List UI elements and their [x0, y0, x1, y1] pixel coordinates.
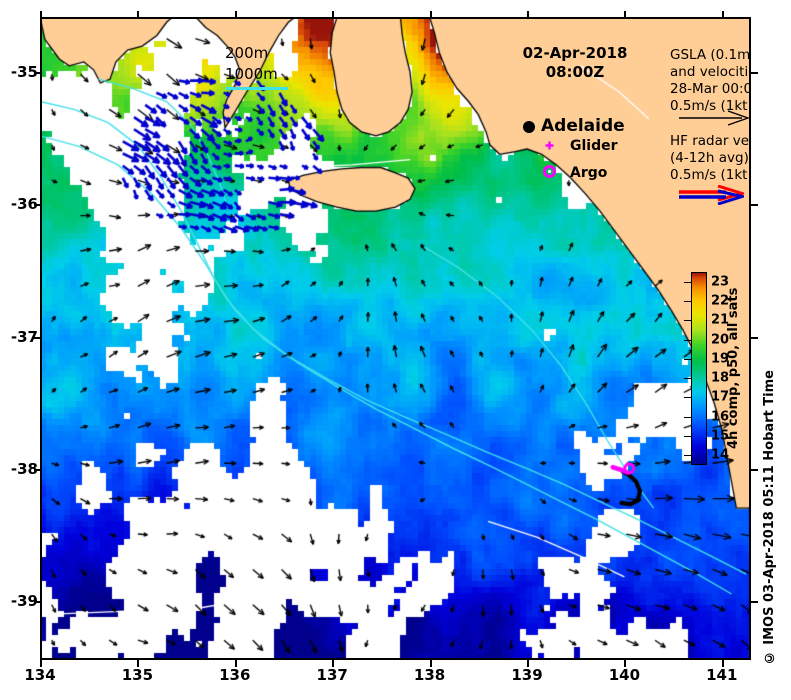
x-tick-label: 135 — [121, 666, 154, 684]
bathymetry-legend: 200m 1000m — [225, 43, 278, 85]
y-tick-label: -38 — [10, 459, 38, 478]
hf-line-2: (4-12h avg)noQC — [670, 150, 751, 166]
adelaide-label: Adelaide — [541, 116, 625, 136]
x-tick-mark — [332, 660, 335, 667]
x-tick-mark-top — [234, 11, 237, 18]
colorbar-tick-label: 14 — [711, 447, 730, 463]
hf-radar-annotation: HF radar velocity (4-12h avg)noQC 0.5m/s… — [670, 133, 751, 184]
colorbar-tick-label: 23 — [711, 274, 730, 290]
contour-200m-label: 200m — [225, 44, 269, 62]
colorbar-tick — [684, 436, 691, 438]
credit-label: © IMOS 03-Apr-2018 05:11 Hobart Time — [762, 370, 777, 665]
x-tick-mark-top — [526, 11, 529, 18]
x-tick-mark-top — [721, 11, 724, 18]
colorbar-tick-label: 18 — [711, 370, 730, 386]
x-tick-label: 140 — [608, 666, 641, 684]
colorbar-tick-label: 20 — [711, 332, 730, 348]
colorbar-gradient — [691, 272, 707, 465]
gsla-line-2: and velocities for — [670, 64, 751, 80]
x-tick-label: 141 — [706, 666, 738, 684]
colorbar-tick — [684, 281, 691, 283]
x-tick-mark — [429, 660, 432, 667]
hf-line-3: 0.5m/s (1kt 24h) — [670, 167, 748, 183]
y-tick-label: -39 — [10, 591, 38, 610]
colorbar-tick — [684, 339, 691, 341]
timestamp-date: 02-Apr-2018 — [522, 44, 628, 62]
argo-legend-label: Argo — [570, 165, 608, 181]
x-tick-mark — [137, 660, 140, 667]
y-tick-label: -37 — [10, 327, 38, 346]
x-tick-mark-top — [137, 11, 140, 18]
y-tick-mark-right — [751, 336, 758, 339]
hf-line-1: HF radar velocity — [670, 133, 751, 149]
colorbar-tick — [684, 416, 691, 418]
x-tick-mark-top — [624, 11, 627, 18]
y-tick-mark — [34, 72, 41, 75]
timestamp-time: 08:00Z — [545, 63, 605, 81]
x-tick-mark-top — [429, 11, 432, 18]
y-tick-mark-right — [751, 468, 758, 471]
colorbar-ticks — [684, 272, 692, 465]
gsla-line-3: 28-Mar 00:00Z — [670, 81, 751, 97]
x-tick-mark — [234, 660, 237, 667]
x-tick-label: 134 — [24, 666, 56, 684]
x-tick-label: 136 — [219, 666, 251, 684]
y-tick-mark — [34, 336, 41, 339]
x-tick-mark-top — [40, 11, 42, 18]
colorbar-tick — [684, 378, 691, 380]
gsla-line-4: 0.5m/s (1kt 24h) — [670, 98, 748, 114]
gsla-line-1: GSLA (0.1m contours) — [670, 47, 751, 63]
colorbar-tick — [684, 397, 691, 399]
x-tick-label: 137 — [316, 666, 348, 684]
y-tick-mark-right — [751, 72, 758, 75]
glider-marker-icon — [545, 141, 554, 150]
y-tick-mark-right — [751, 204, 758, 207]
x-tick-mark-top — [332, 11, 335, 18]
map-overlay-layer — [40, 17, 751, 660]
timestamp-label: 02-Apr-2018 08:00Z — [510, 44, 640, 82]
x-tick-mark — [40, 660, 42, 667]
colorbar-tick-label: 21 — [711, 312, 730, 328]
gsla-reference-arrow-icon — [679, 110, 750, 126]
contour-color-swatch — [226, 87, 288, 90]
colorbar-tick — [684, 358, 691, 360]
colorbar-tick-label: 22 — [711, 293, 730, 309]
colorbar-tick-label: 16 — [711, 409, 730, 425]
colorbar-tick — [684, 455, 691, 457]
contour-1000m-label: 1000m — [225, 65, 278, 83]
x-tick-label: 139 — [511, 666, 543, 684]
colorbar-title: 4h comp, p50, all sats — [726, 287, 741, 450]
y-tick-mark — [34, 204, 41, 207]
colorbar-tick — [684, 300, 691, 302]
x-tick-mark — [721, 660, 724, 667]
y-tick-label: -35 — [10, 63, 38, 82]
x-tick-mark — [624, 660, 627, 667]
y-tick-mark — [34, 600, 41, 603]
colorbar-tick — [684, 320, 691, 322]
colorbar-tick-label: 19 — [711, 351, 730, 367]
y-tick-mark-right — [751, 600, 758, 603]
gsla-annotation: GSLA (0.1m contours) and velocities for … — [670, 47, 751, 115]
x-tick-mark — [526, 660, 529, 667]
adelaide-marker-icon — [523, 121, 535, 133]
colorbar-tick-label: 15 — [711, 428, 730, 444]
hf-radar-reference-arrow-icon — [679, 185, 744, 205]
y-tick-mark — [34, 468, 41, 471]
argo-marker-icon — [543, 165, 556, 178]
glider-legend-label: Glider — [570, 138, 618, 154]
colorbar-tick-label: 17 — [711, 389, 730, 405]
map-plot-area: 200m 1000m 02-Apr-2018 08:00Z Adelaide G… — [40, 17, 751, 660]
x-tick-label: 138 — [413, 666, 446, 684]
y-tick-label: -36 — [10, 195, 38, 214]
